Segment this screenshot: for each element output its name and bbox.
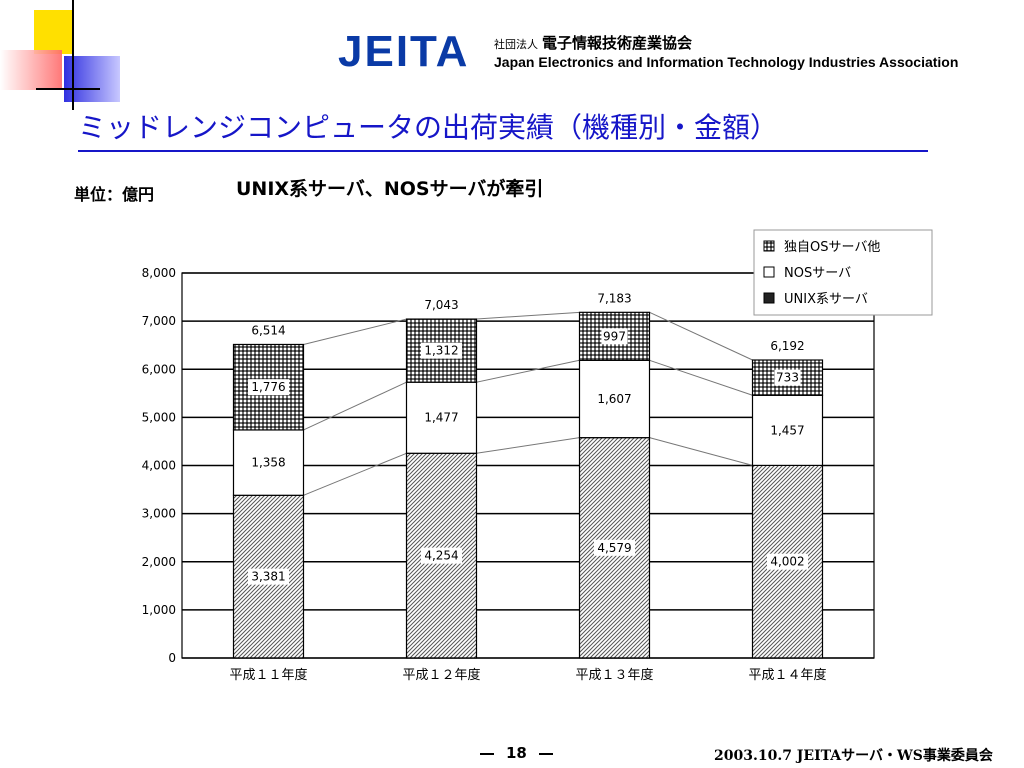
value-label-bg (774, 369, 801, 386)
connector-line (476, 359, 580, 383)
value-labels: 3,381 1,358 1,776 6,514 4,254 1,477 1,312 7,043… (248, 291, 808, 585)
y-tick-label: 5,000 (142, 410, 176, 424)
y-tick-label: 4,000 (142, 459, 176, 473)
value-label-bg (601, 328, 628, 345)
value-label: 1,477 (424, 411, 458, 425)
chart-subtitle: UNIX系サーバ、NOSサーバが牽引 (236, 178, 544, 200)
value-label-bg (248, 379, 289, 396)
legend-label: NOSサーバ (784, 266, 851, 281)
legend: 独自OSサーバ他 NOSサーバ UNIX系サーバ (753, 229, 933, 316)
legend-swatch (763, 292, 775, 304)
jeita-logo: JEITA (338, 27, 470, 76)
axes: 0 1,000 2,000 3,000 4,000 5,000 6,000 7,000 8,00… (142, 266, 875, 683)
y-tick-label: 2,000 (142, 555, 176, 569)
value-label: 4,254 (424, 549, 458, 563)
slide-title: ミッドレンジコンピュータの出荷実績（機種別・金額） (78, 111, 779, 144)
footer-text: 2003.10.7 JEITAサーバ・WS事業委員会 (714, 748, 993, 764)
decor-horizontal-line (36, 88, 100, 90)
value-label: 1,358 (251, 456, 285, 470)
connector-line (649, 359, 753, 396)
value-label: 3,381 (251, 570, 285, 584)
x-tick-label: 平成１１年度 (229, 667, 307, 683)
bar-segment (578, 359, 651, 439)
value-label-bg (421, 547, 462, 564)
org-name-en: Japan Electronics and Information Techno… (494, 54, 959, 70)
page-number-value: 18 (506, 744, 527, 762)
unit-label: 単位：億円 (74, 185, 155, 204)
connector-lines (303, 311, 753, 496)
bar-segment (232, 429, 305, 496)
org-name-ja: 社団法人 電子情報技術産業協会 (494, 32, 692, 53)
x-tick-label: 平成１２年度 (402, 667, 480, 683)
connector-line (303, 381, 407, 431)
y-tick-label: 1,000 (142, 603, 176, 617)
y-tick-label: 7,000 (142, 314, 176, 328)
bar-segment (751, 394, 824, 467)
decor-red-square (0, 50, 62, 90)
value-label: 1,312 (424, 344, 458, 358)
legend-box (753, 229, 933, 316)
value-label: 4,579 (597, 541, 631, 555)
page-number: 18 (468, 744, 565, 762)
connector-line (649, 311, 753, 361)
header-logo: JEITA 社団法人 電子情報技術産業協会 Japan Electronics a… (338, 28, 1008, 78)
value-label-bg (594, 539, 635, 556)
plot-frame (181, 272, 875, 659)
value-label-bg (767, 553, 808, 570)
decor-yellow-square (34, 10, 74, 54)
total-label: 7,043 (424, 298, 458, 312)
total-label: 7,183 (597, 291, 631, 305)
dash-left (480, 752, 494, 755)
org-type-prefix: 社団法人 (494, 38, 538, 51)
connector-line (303, 452, 407, 496)
bar-segment (405, 381, 478, 454)
value-label: 1,776 (251, 380, 285, 394)
y-tick-label: 0 (168, 651, 176, 665)
connector-line (303, 318, 407, 345)
y-tick-label: 6,000 (142, 362, 176, 376)
value-label: 4,002 (770, 555, 804, 569)
value-label-bg (421, 342, 462, 359)
value-label: 1,457 (770, 423, 804, 437)
legend-swatch (763, 266, 775, 278)
legend-label: UNIX系サーバ (784, 292, 868, 307)
dash-right (538, 752, 553, 755)
total-label: 6,192 (770, 339, 804, 353)
connector-line (649, 437, 753, 466)
title-underline (78, 150, 928, 152)
y-tick-label: 8,000 (142, 266, 176, 280)
org-name-ja-text: 電子情報技術産業協会 (542, 34, 693, 52)
legend-swatch (763, 240, 775, 252)
total-label: 6,514 (251, 324, 285, 338)
value-label: 1,607 (597, 392, 631, 406)
x-tick-label: 平成１４年度 (748, 667, 826, 683)
x-tick-label: 平成１３年度 (575, 667, 653, 683)
value-label-bg (248, 568, 289, 585)
connector-line (476, 311, 580, 320)
y-tick-label: 3,000 (142, 507, 176, 521)
value-label: 997 (603, 329, 626, 343)
connector-line (476, 437, 580, 454)
decor-vertical-line (72, 0, 74, 110)
bars (232, 311, 824, 659)
value-label: 733 (776, 371, 799, 385)
legend-label: 独自OSサーバ他 (784, 240, 880, 255)
